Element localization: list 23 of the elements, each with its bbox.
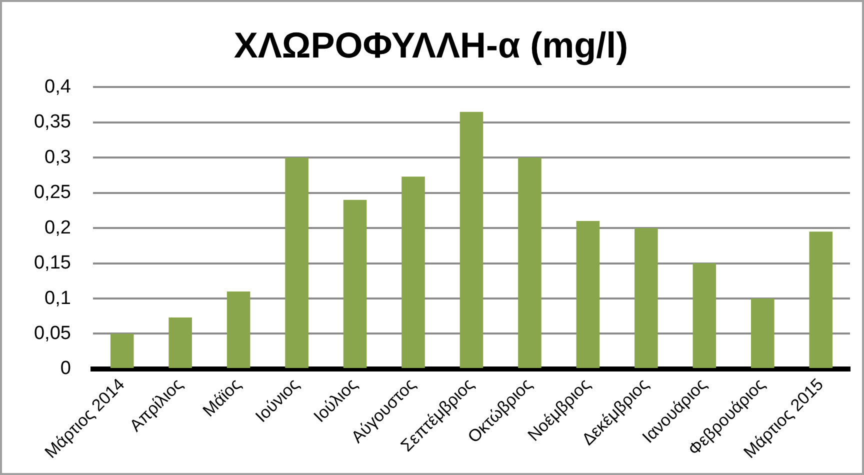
bar (576, 221, 600, 368)
bar (518, 158, 542, 368)
y-tick-label: 0,25 (34, 182, 71, 204)
bar (751, 298, 774, 368)
bar (285, 158, 308, 368)
y-tick-label: 0 (60, 358, 71, 380)
bar (110, 334, 134, 368)
bar (343, 200, 367, 368)
bar (402, 176, 425, 368)
bar (460, 112, 484, 368)
bar (168, 318, 192, 368)
bar (692, 263, 716, 368)
bar (809, 232, 833, 368)
y-tick-label: 0,1 (44, 288, 71, 309)
y-tick-label: 0,05 (34, 322, 71, 344)
y-tick-label: 0,4 (44, 76, 72, 98)
bar (634, 228, 658, 368)
y-tick-label: 0,2 (44, 217, 71, 238)
chart-title: ΧΛΩΡΟΦΥΛΛΗ-α (mg/l) (234, 24, 628, 66)
y-tick-label: 0,3 (44, 146, 71, 168)
y-tick-label: 0,15 (34, 252, 71, 274)
y-tick-label: 0,35 (34, 112, 71, 133)
bar (226, 291, 250, 368)
